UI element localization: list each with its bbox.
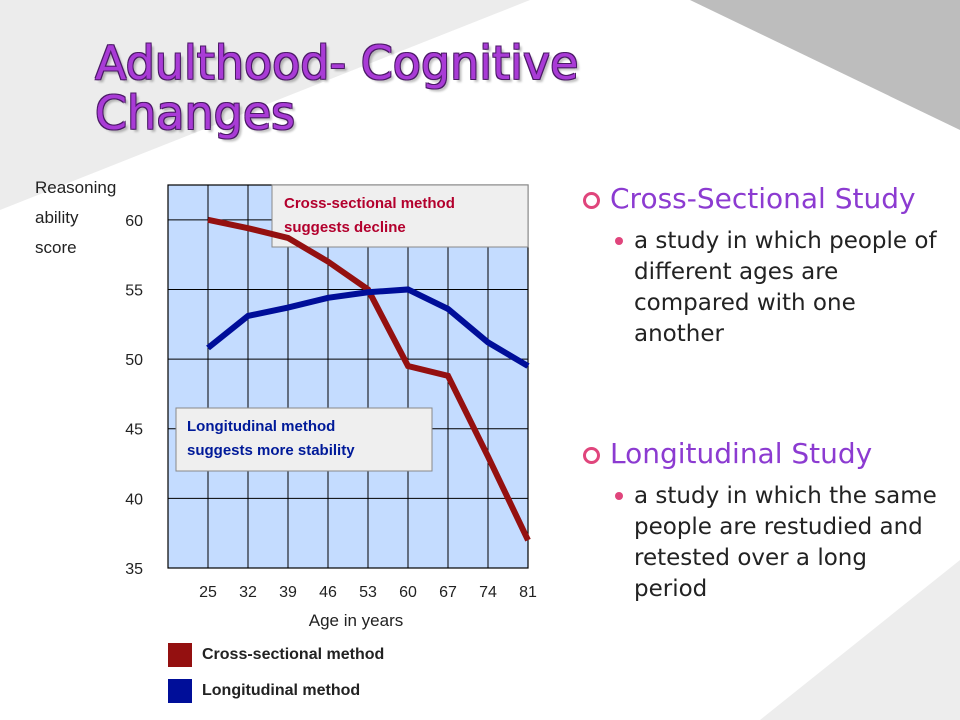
y-tick-label: 50 [125,352,143,369]
annotation-text-decline: suggests decline [284,219,406,236]
ring-bullet-icon [583,192,600,209]
annotation-text-decline: Cross-sectional method [284,195,455,212]
bullet-heading: Cross-Sectional Study [583,182,943,216]
x-tick-label: 53 [359,584,377,601]
y-tick-label: 60 [125,213,143,230]
bullet-section-longitudinal: Longitudinal Study a study in which the … [583,437,943,605]
bullet-heading-text: Longitudinal Study [610,437,873,470]
y-tick-label: 55 [125,282,143,299]
annotation-box-decline [271,184,529,248]
sub-bullet: a study in which the same people are res… [615,481,943,605]
bullet-heading-text: Cross-Sectional Study [610,182,916,215]
sub-bullet-text: a study in which the same people are res… [634,483,937,602]
annotation-text-stability: suggests more stability [187,442,355,459]
ring-bullet-icon [583,447,600,464]
y-tick-label: 40 [125,491,143,508]
annotation-text-stability: Longitudinal method [187,418,335,435]
x-tick-label: 39 [279,584,297,601]
sub-bullet-text: a study in which people of different age… [634,228,937,347]
slide-title: Adulthood- Cognitive Changes [95,36,579,140]
x-axis-label: Age in years [309,611,404,630]
y-axis-label-line: score [35,238,77,257]
annotation-box-stability [175,407,433,472]
legend-item-cross-sectional: Cross-sectional method [168,643,384,667]
x-tick-label: 74 [479,584,497,601]
dot-bullet-icon [615,492,623,500]
x-tick-label: 81 [519,584,537,601]
legend-item-longitudinal: Longitudinal method [168,679,360,703]
x-tick-label: 25 [199,584,217,601]
legend-label: Longitudinal method [202,682,361,699]
legend-label: Cross-sectional method [202,646,385,663]
x-tick-label: 60 [399,584,417,601]
dot-bullet-icon [615,237,623,245]
x-tick-label: 32 [239,584,257,601]
plot-area [167,184,529,569]
sub-bullet: a study in which people of different age… [615,226,943,350]
y-tick-label: 45 [125,422,143,439]
legend-swatch [168,679,192,703]
x-tick-label: 67 [439,584,457,601]
x-tick-label: 46 [319,584,337,601]
legend-swatch [168,643,192,667]
bullet-heading: Longitudinal Study [583,437,943,471]
bullet-section-cross-sectional: Cross-Sectional Study a study in which p… [583,182,943,350]
y-axis-label-line: ability [35,208,79,227]
y-tick-label: 35 [125,561,143,578]
y-axis-label-line: Reasoning [35,178,116,197]
